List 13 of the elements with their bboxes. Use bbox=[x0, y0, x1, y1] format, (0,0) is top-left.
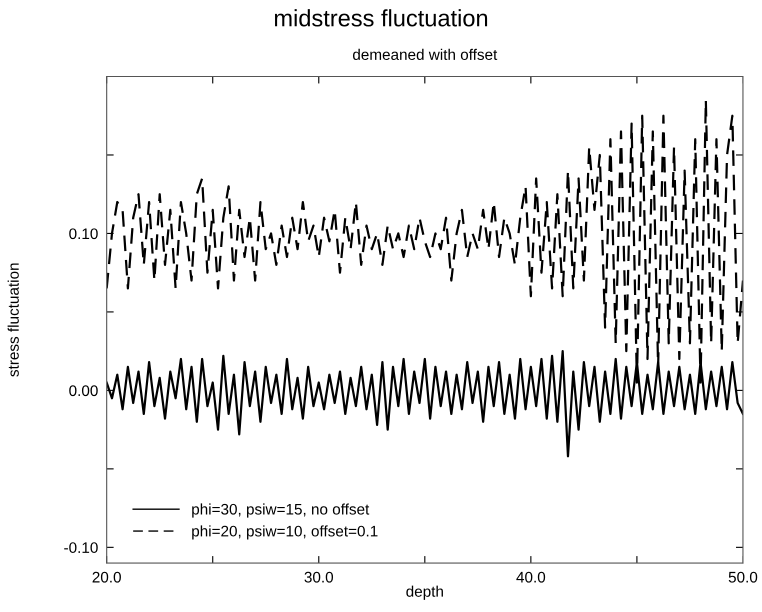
chart-subtitle: demeaned with offset bbox=[352, 48, 498, 60]
legend-label: phi=30, psiw=15, no offset bbox=[192, 503, 370, 518]
x-tick-label: 50.0 bbox=[728, 572, 758, 583]
x-axis-title: depth bbox=[406, 586, 443, 600]
y-tick-label: 0.00 bbox=[69, 385, 98, 396]
legend-label: phi=20, psiw=10, offset=0.1 bbox=[192, 525, 378, 540]
x-tick-label: 40.0 bbox=[516, 572, 546, 583]
x-tick-label: 30.0 bbox=[304, 572, 334, 583]
y-tick-label: -0.10 bbox=[64, 542, 98, 554]
chart-title: midstress fluctuation bbox=[274, 9, 488, 27]
x-tick-label: 20.0 bbox=[92, 572, 121, 583]
y-axis-title: stress fluctuation bbox=[8, 263, 19, 377]
y-tick-label: 0.10 bbox=[69, 228, 98, 240]
